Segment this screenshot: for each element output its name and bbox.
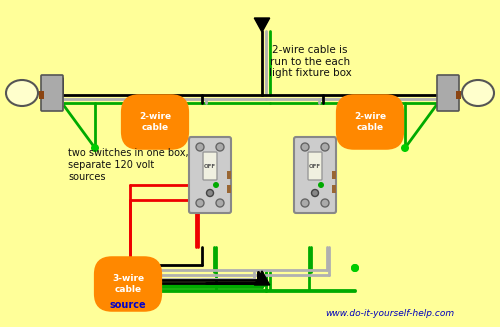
Bar — [227, 171, 231, 179]
FancyBboxPatch shape — [189, 137, 231, 213]
Circle shape — [196, 199, 204, 207]
Text: 2-wire
cable: 2-wire cable — [139, 112, 171, 132]
Circle shape — [206, 190, 214, 197]
Circle shape — [401, 144, 409, 152]
Polygon shape — [254, 18, 270, 32]
Bar — [456, 91, 461, 99]
FancyBboxPatch shape — [437, 75, 459, 111]
Circle shape — [216, 199, 224, 207]
Circle shape — [318, 182, 324, 188]
FancyBboxPatch shape — [308, 152, 322, 180]
Bar — [332, 171, 336, 179]
Circle shape — [91, 144, 99, 152]
Circle shape — [301, 143, 309, 151]
Circle shape — [351, 264, 359, 272]
Text: source: source — [110, 300, 146, 310]
Circle shape — [301, 199, 309, 207]
Ellipse shape — [6, 80, 38, 106]
Ellipse shape — [462, 80, 494, 106]
Text: OFF: OFF — [204, 164, 216, 168]
Circle shape — [312, 190, 318, 197]
Circle shape — [351, 264, 359, 272]
FancyBboxPatch shape — [203, 152, 217, 180]
FancyBboxPatch shape — [294, 137, 336, 213]
Circle shape — [216, 143, 224, 151]
Polygon shape — [254, 271, 270, 285]
Circle shape — [196, 143, 204, 151]
Circle shape — [312, 162, 318, 168]
Text: 2-wire cable is
run to the each
light fixture box: 2-wire cable is run to the each light fi… — [268, 45, 351, 78]
Circle shape — [213, 182, 219, 188]
Circle shape — [321, 143, 329, 151]
Text: 3-wire
cable: 3-wire cable — [112, 274, 144, 294]
Bar — [227, 185, 231, 193]
Circle shape — [321, 199, 329, 207]
Text: OFF: OFF — [309, 164, 321, 168]
Text: two switches in one box,
separate 120 volt
sources: two switches in one box, separate 120 vo… — [68, 148, 188, 181]
Text: 2-wire
cable: 2-wire cable — [354, 112, 386, 132]
Bar — [332, 185, 336, 193]
FancyBboxPatch shape — [41, 75, 63, 111]
Text: www.do-it-yourself-help.com: www.do-it-yourself-help.com — [326, 309, 454, 318]
Bar — [39, 91, 44, 99]
Circle shape — [206, 162, 214, 168]
